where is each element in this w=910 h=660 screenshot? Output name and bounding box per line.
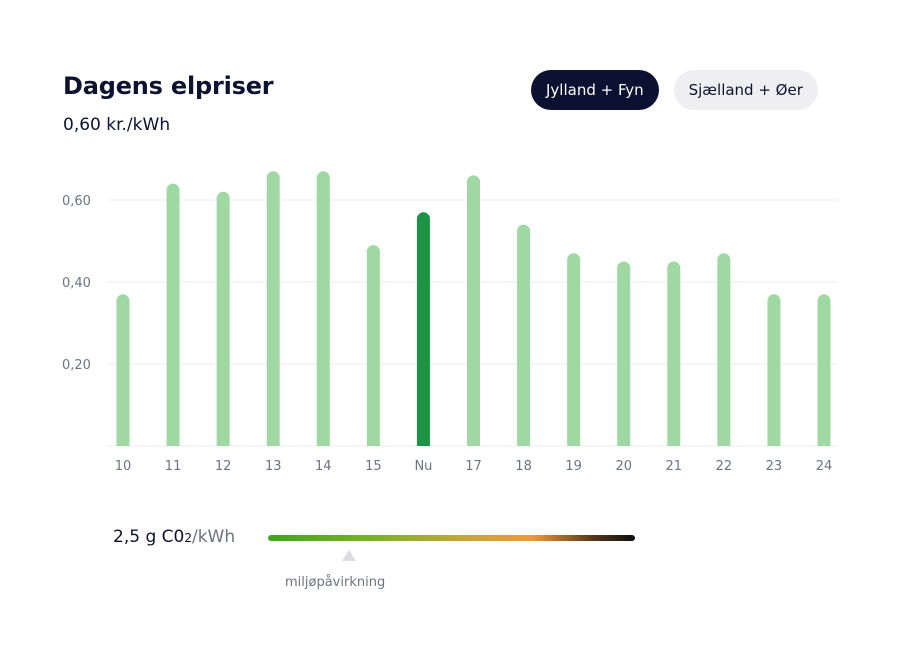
bar[interactable] (517, 224, 531, 446)
bar[interactable] (467, 175, 480, 446)
bar-current-hour[interactable] (416, 212, 430, 446)
y-tick-label: 0,20 (62, 358, 91, 373)
region-button-jylland-fyn[interactable]: Jylland + Fyn (531, 70, 659, 110)
y-tick-label: 0,60 (62, 194, 91, 209)
x-tick-label: 10 (115, 459, 132, 474)
co2-marker-icon (341, 550, 356, 561)
y-tick-label: 0,40 (62, 276, 91, 291)
x-tick-label: 14 (315, 459, 332, 474)
bar[interactable] (767, 294, 781, 446)
region-toggle: Jylland + Fyn Sjælland + Øer (531, 70, 818, 110)
bar[interactable] (617, 261, 631, 447)
x-tick-label: 19 (565, 459, 582, 474)
co2-subscript: 2 (184, 531, 192, 545)
x-tick-label: 18 (515, 459, 532, 474)
region-button-sjaelland-oer[interactable]: Sjælland + Øer (673, 70, 818, 110)
bar[interactable] (567, 253, 581, 446)
co2-gradient-bar (268, 535, 635, 541)
bar[interactable] (817, 294, 831, 446)
co2-unit: /kWh (191, 527, 236, 547)
x-tick-label: 24 (816, 459, 833, 474)
current-price: 0,60 kr./kWh (63, 115, 171, 135)
x-tick-label: Nu (414, 459, 432, 474)
bar[interactable] (316, 171, 330, 447)
x-tick-label: 11 (165, 459, 182, 474)
x-tick-label: 20 (615, 459, 632, 474)
bar[interactable] (116, 294, 130, 446)
x-tick-label: 13 (265, 459, 282, 474)
x-tick-label: 21 (666, 459, 683, 474)
bar[interactable] (266, 171, 280, 447)
bar[interactable] (366, 245, 380, 446)
co2-value: 2,5 g C0 (113, 527, 185, 547)
price-chart: 0,20 0,40 0,60 10 11 12 13 14 15 Nu 17 18 19 20 21 22 2… (62, 171, 838, 474)
co2-readout: 2,5 g C0 2/kWh (113, 527, 235, 547)
page-title: Dagens elpriser (63, 72, 274, 100)
bar[interactable] (166, 183, 180, 446)
bar[interactable] (667, 261, 681, 447)
x-tick-label: 23 (766, 459, 783, 474)
x-tick-label: 15 (365, 459, 382, 474)
x-tick-label: 12 (215, 459, 232, 474)
bar[interactable] (216, 191, 230, 446)
x-tick-label: 22 (716, 459, 733, 474)
x-tick-label: 17 (465, 459, 482, 474)
co2-caption: miljøpåvirkning (285, 575, 386, 590)
bar[interactable] (717, 253, 731, 446)
